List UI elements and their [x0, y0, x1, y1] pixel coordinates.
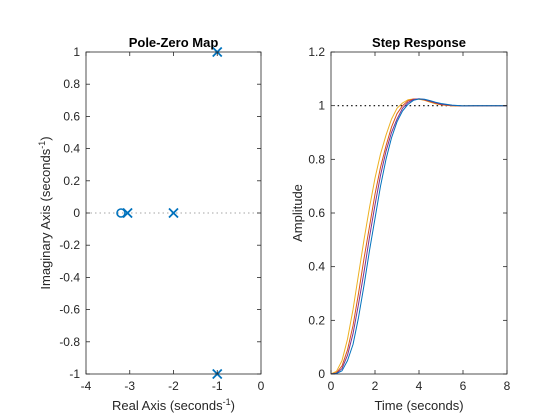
x-tick-label: -4 — [81, 379, 92, 393]
y-tick-label: 0 — [73, 206, 80, 220]
pole-zero-y-axis-label: Imaginary Axis (seconds-1) — [37, 136, 53, 289]
y-tick-label: 0.2 — [63, 174, 80, 188]
step-response-axes: 0 2 4 6 8 0 0.2 0.4 0.6 0.8 1 1.2 Step Response Tim… — [290, 35, 511, 413]
y-tick-label: 0.2 — [308, 313, 325, 327]
y-tick-label: -0.8 — [59, 335, 80, 349]
pole-zero-map-title: Pole-Zero Map — [129, 35, 219, 50]
step-response-y-axis-label: Amplitude — [290, 184, 305, 242]
y-tick-label: 0.8 — [308, 152, 325, 166]
y-tick-label: 0 — [318, 367, 325, 381]
y-tick-label: -1 — [69, 367, 80, 381]
y-tick-label: 0.8 — [63, 77, 80, 91]
x-tick-label: 6 — [460, 379, 467, 393]
y-tick-label: 1 — [318, 99, 325, 113]
x-tick-label: -1 — [212, 379, 223, 393]
step-response-x-axis-label: Time (seconds) — [374, 398, 463, 413]
pole-zero-map-axes: -4 -3 -2 -1 0 -1 -0.8 -0.6 -0.4 -0.2 0 0.2 0.4 0.6 0.8… — [37, 35, 265, 413]
pole-zero-x-axis-label: Real Axis (seconds-1) — [112, 397, 235, 413]
y-tick-label: 0.4 — [308, 260, 325, 274]
y-tick-label: 0.4 — [63, 142, 80, 156]
x-tick-label: 2 — [372, 379, 379, 393]
step-response-title: Step Response — [372, 35, 466, 50]
x-tick-label: -3 — [124, 379, 135, 393]
y-tick-label: 0.6 — [308, 206, 325, 220]
y-tick-label: -0.6 — [59, 303, 80, 317]
x-tick-label: 0 — [258, 379, 265, 393]
y-tick-label: -0.2 — [59, 238, 80, 252]
y-tick-label: -0.4 — [59, 270, 80, 284]
zero-marker — [116, 208, 126, 218]
x-tick-label: -2 — [168, 379, 179, 393]
y-tick-label: 0.6 — [63, 109, 80, 123]
y-tick-label: 1.2 — [308, 45, 325, 59]
x-tick-label: 4 — [416, 379, 423, 393]
y-tick-label: 1 — [73, 45, 80, 59]
pole-marker — [168, 207, 179, 219]
step-response-line-4 — [330, 98, 507, 375]
x-tick-label: 8 — [504, 379, 511, 393]
step-response-plot-area — [331, 52, 507, 374]
x-tick-label: 0 — [328, 379, 335, 393]
